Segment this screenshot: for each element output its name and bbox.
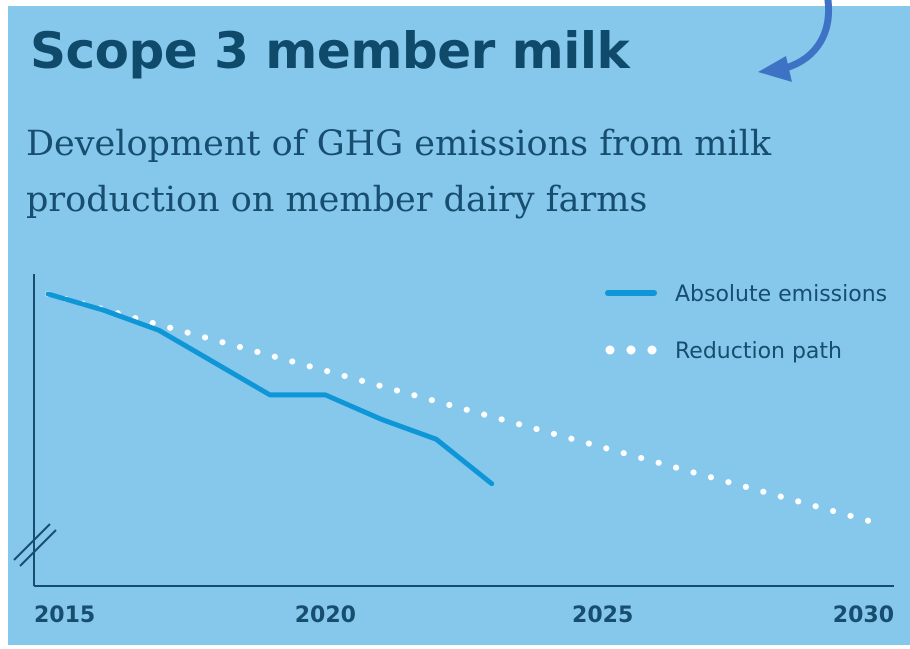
axis-break-marker xyxy=(13,523,57,567)
series-line-absolute-emissions xyxy=(45,291,495,487)
arrow-icon xyxy=(758,0,833,82)
chart-panel xyxy=(8,6,910,645)
x-tick-label-2030: 2030 xyxy=(833,603,894,628)
legend-swatch-reduction xyxy=(605,345,657,355)
x-tick-label-2015: 2015 xyxy=(34,603,95,628)
series-line-reduction-path xyxy=(45,291,883,527)
chart-title: Scope 3 member milk xyxy=(30,22,630,80)
legend: Absolute emissions Reduction path xyxy=(605,282,887,364)
x-tick-label-2025: 2025 xyxy=(572,603,633,628)
legend-label-absolute: Absolute emissions xyxy=(675,282,887,307)
legend-label-reduction: Reduction path xyxy=(675,339,842,364)
x-tick-label-2020: 2020 xyxy=(295,603,356,628)
chart-subtitle: Development of GHG emissions from milk p… xyxy=(26,124,772,220)
